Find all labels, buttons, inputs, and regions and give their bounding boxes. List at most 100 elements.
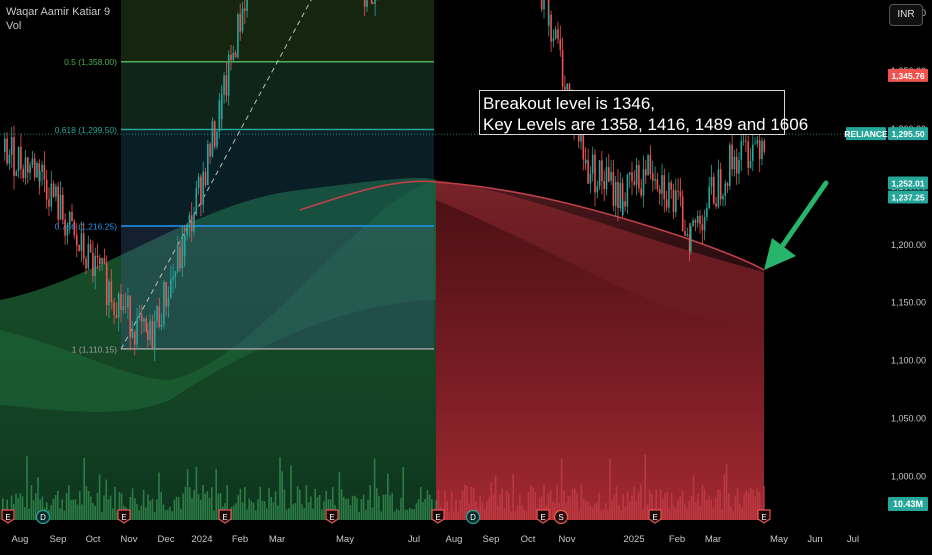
volume-bar (341, 489, 343, 520)
candle-body (57, 187, 59, 220)
volume-bar (614, 494, 616, 520)
price-badge-label: 1,252.01 (891, 179, 924, 189)
volume-bar (365, 510, 367, 520)
volume-bar (112, 508, 114, 520)
candle-body (692, 220, 694, 226)
candle-body (246, 0, 248, 11)
volume-bar (53, 499, 55, 520)
annotation-box: Breakout level is 1346, Key Levels are 1… (479, 90, 785, 135)
dividend-event-marker[interactable]: D (37, 511, 50, 524)
candle-body (725, 183, 727, 196)
volume-bar (455, 500, 457, 520)
candle-body (657, 179, 659, 189)
volume-bar (61, 499, 63, 520)
candle-body (4, 139, 6, 152)
volume-bar (574, 489, 576, 520)
volume-bar (398, 510, 400, 520)
volume-bar (275, 491, 277, 520)
candle-body (223, 75, 225, 94)
candle-body (200, 177, 202, 205)
volume-bar (70, 500, 72, 520)
candle-body (18, 147, 20, 171)
fib-level-label: 1 (1,110.15) (72, 344, 117, 354)
volume-bar (369, 485, 371, 520)
fib-level-label: 0.5 (1,358.00) (64, 57, 117, 67)
volume-bar (149, 501, 151, 520)
volume-bar (196, 467, 198, 520)
volume-bar (163, 504, 165, 520)
volume-bar (143, 490, 145, 520)
candle-body (179, 247, 181, 269)
split-event-marker[interactable]: S (555, 511, 568, 524)
volume-bar (510, 511, 512, 520)
volume-bar (270, 497, 272, 520)
candle-body (237, 14, 239, 57)
candle-body (41, 165, 43, 172)
candle-body (116, 315, 118, 318)
volume-bar (686, 509, 688, 520)
candle-body (764, 141, 766, 152)
volume-bar (308, 503, 310, 520)
volume-bar (347, 498, 349, 520)
volume-bar (292, 504, 294, 520)
volume-bar (198, 494, 200, 520)
volume-bar (603, 509, 605, 520)
volume-bar (207, 491, 209, 520)
volume-bar (515, 512, 517, 520)
candle-body (722, 196, 724, 199)
candle-body (654, 179, 656, 181)
volume-bar (145, 507, 147, 520)
event-marker-label: E (652, 513, 657, 522)
candle-body (643, 169, 645, 195)
volume-bar (363, 495, 365, 520)
volume-bar (306, 485, 308, 520)
candle-body (583, 132, 585, 159)
volume-bar (532, 487, 534, 520)
candle-body (64, 220, 66, 236)
volume-bar (152, 499, 154, 520)
candle-body (555, 29, 557, 38)
volume-bar (237, 495, 239, 520)
candle-body (9, 155, 11, 164)
volume-bar (79, 491, 81, 520)
candle-body (175, 271, 177, 276)
volume-bar (633, 487, 635, 520)
candle-body (34, 158, 36, 177)
volume-bar (451, 492, 453, 520)
candle-body (682, 197, 684, 231)
volume-bar (178, 497, 180, 520)
candle-body (212, 121, 214, 156)
volume-bar (721, 509, 723, 520)
dividend-event-marker[interactable]: D (467, 511, 480, 524)
candle-body (78, 245, 80, 251)
currency-button[interactable]: INR (889, 4, 923, 26)
candle-body (599, 160, 601, 186)
volume-bar (72, 500, 74, 520)
candle-body (759, 140, 761, 159)
volume-bar (677, 500, 679, 520)
volume-bar (411, 509, 413, 520)
volume-bar (233, 505, 235, 520)
event-marker-label: S (558, 513, 563, 522)
volume-bar (702, 485, 704, 520)
volume-bar (132, 488, 134, 520)
candle-body (594, 155, 596, 193)
volume-bar (616, 487, 618, 520)
candle-body (198, 177, 200, 188)
candle-body (101, 258, 103, 264)
candle-body (677, 191, 679, 192)
volume-bar (710, 500, 712, 520)
candle-body (111, 282, 113, 302)
volume-indicator-label: Vol (6, 20, 21, 33)
volume-bar (354, 496, 356, 520)
volume-bar (739, 504, 741, 520)
candle-body (690, 226, 692, 251)
candle-body (51, 184, 53, 207)
volume-bar (28, 509, 30, 520)
volume-bar (211, 487, 213, 520)
volume-bar (715, 498, 717, 520)
volume-bar (319, 495, 321, 520)
volume-bar (345, 499, 347, 520)
